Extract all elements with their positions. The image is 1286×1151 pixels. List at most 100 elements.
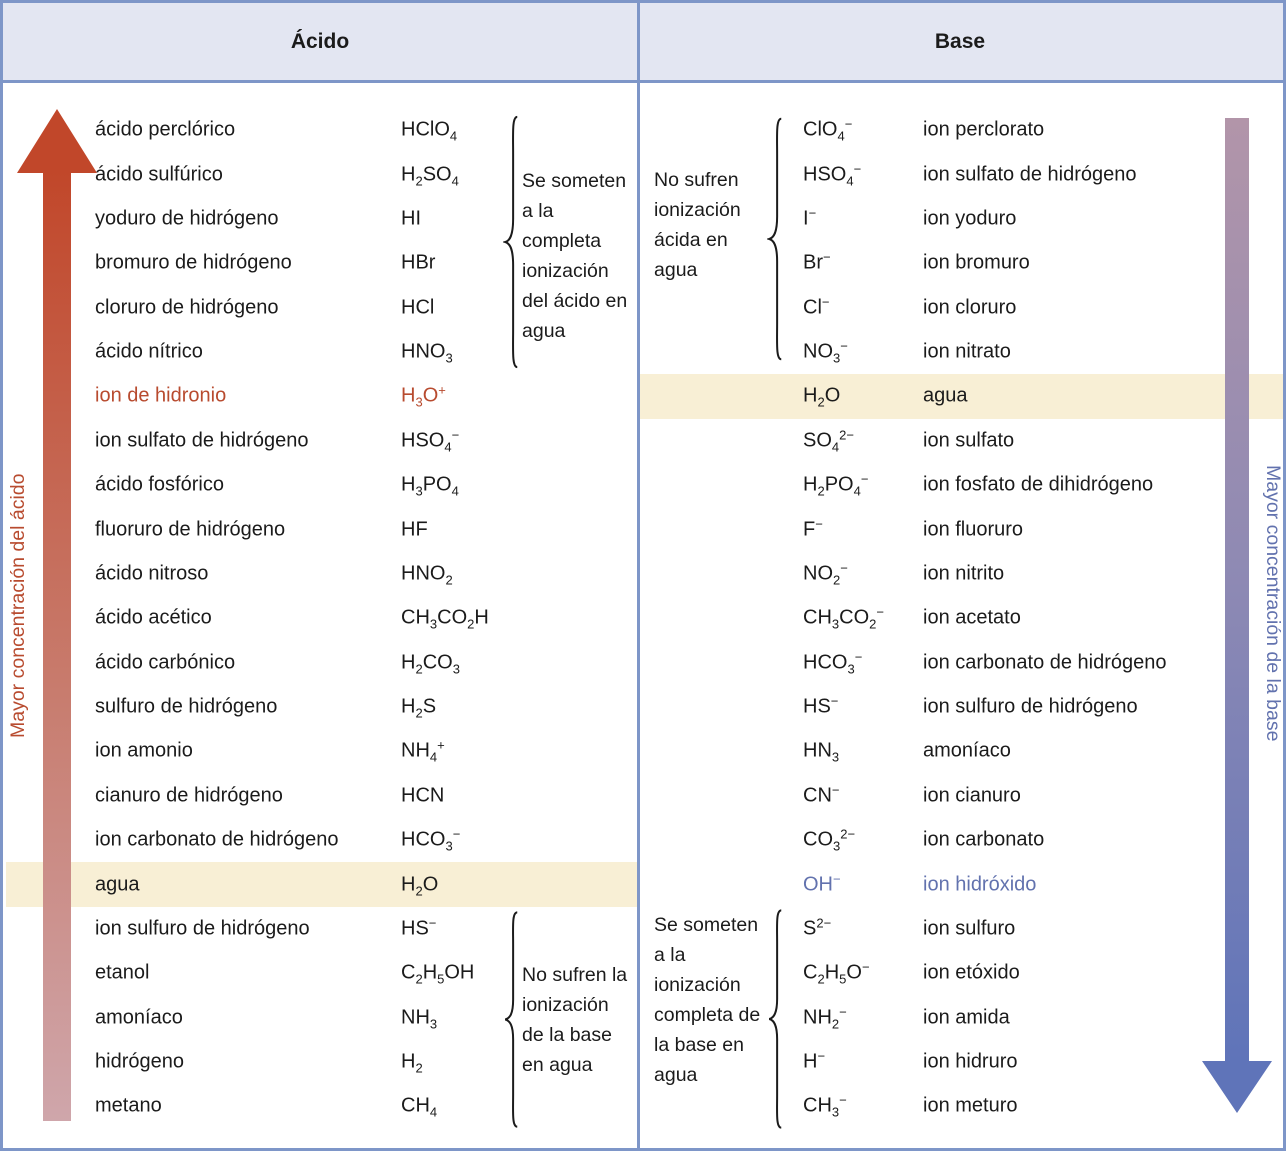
substance-formula: HClO4 bbox=[401, 118, 458, 144]
substance-name: ion amonio bbox=[95, 739, 193, 762]
substance-formula: H2S bbox=[401, 695, 437, 721]
substance-name: ion nitrito bbox=[923, 562, 1005, 585]
substance-name: ion sulfuro de hidrógeno bbox=[923, 695, 1138, 718]
substance-name: fluoruro de hidrógeno bbox=[95, 518, 286, 541]
substance-formula: HNO2 bbox=[401, 562, 453, 588]
substance-formula: ClO4− bbox=[803, 116, 853, 144]
acid-row: sulfuro de hidrógeno H2S bbox=[6, 685, 637, 729]
base-arrow-label: Mayor concentración de la base bbox=[1262, 464, 1284, 742]
base-strength-arrow-down-icon bbox=[1202, 1061, 1272, 1113]
substance-formula: H2PO4− bbox=[803, 471, 869, 499]
substance-name: ácido nítrico bbox=[95, 340, 203, 363]
substance-name: ion cloruro bbox=[923, 296, 1017, 319]
substance-formula: HCN bbox=[401, 784, 445, 807]
substance-formula: NO2− bbox=[803, 560, 848, 588]
base-strength-arrow-shaft bbox=[1225, 118, 1249, 1061]
substance-name: cloruro de hidrógeno bbox=[95, 296, 279, 319]
base-rows: ClO4− ion perclorato HSO4− ion sulfato de h… bbox=[640, 86, 1283, 1129]
table-header: Ácido Base bbox=[3, 3, 1283, 83]
substance-formula: H− bbox=[803, 1048, 826, 1073]
substance-formula: NO3− bbox=[803, 338, 848, 366]
substance-name: metano bbox=[95, 1094, 162, 1117]
substance-formula: CH3CO2H bbox=[401, 606, 489, 632]
substance-formula: HS− bbox=[803, 693, 839, 718]
substance-name: ion meturo bbox=[923, 1094, 1018, 1117]
acid-row: yoduro de hidrógeno HI bbox=[6, 197, 637, 241]
base-row: ClO4− ion perclorato bbox=[640, 108, 1283, 152]
acid-row: ion sulfuro de hidrógeno HS− bbox=[6, 907, 637, 951]
base-row: HCO3− ion carbonato de hidrógeno bbox=[640, 641, 1283, 685]
substance-name: ion sulfato bbox=[923, 429, 1015, 452]
acid-rows: ácido perclórico HClO4 ácido sulfúrico H2SO… bbox=[6, 86, 637, 1129]
substance-formula: CH3− bbox=[803, 1092, 847, 1120]
substance-name: ion perclorato bbox=[923, 118, 1045, 141]
acid-row: ion de hidronio H3O+ bbox=[6, 374, 637, 418]
substance-name: ion carbonato bbox=[923, 828, 1045, 851]
substance-name: sulfuro de hidrógeno bbox=[95, 695, 278, 718]
substance-formula: H3O+ bbox=[401, 382, 446, 410]
base-row: HS− ion sulfuro de hidrógeno bbox=[640, 685, 1283, 729]
substance-formula: Cl− bbox=[803, 294, 830, 319]
substance-formula: HSO4− bbox=[803, 161, 862, 189]
substance-formula: HSO4− bbox=[401, 427, 460, 455]
substance-formula: CO32− bbox=[803, 826, 856, 854]
substance-name: agua bbox=[95, 873, 140, 896]
base-row: H2PO4− ion fosfato de dihidrógeno bbox=[640, 463, 1283, 507]
base-row: SO42− ion sulfato bbox=[640, 419, 1283, 463]
base-row: S2− ion sulfuro bbox=[640, 907, 1283, 951]
base-top-group-label: No sufren ionización ácida en agua bbox=[654, 169, 741, 281]
substance-formula: S2− bbox=[803, 915, 832, 940]
substance-name: ion hidruro bbox=[923, 1050, 1018, 1073]
base-row: OH− ion hidróxido bbox=[640, 862, 1283, 906]
base-row: NO3− ion nitrato bbox=[640, 330, 1283, 374]
brace-icon bbox=[767, 907, 782, 1131]
substance-name: ion carbonato de hidrógeno bbox=[923, 651, 1167, 674]
acid-row: ácido sulfúrico H2SO4 bbox=[6, 152, 637, 196]
acid-row: cloruro de hidrógeno HCl bbox=[6, 286, 637, 330]
substance-formula: H2O bbox=[803, 384, 841, 410]
acid-strength-arrow-up-icon bbox=[17, 109, 97, 173]
substance-formula: C2H5OH bbox=[401, 961, 475, 987]
substance-name: ion sulfato de hidrógeno bbox=[95, 429, 309, 452]
substance-name: etanol bbox=[95, 961, 150, 984]
base-row: CH3CO2− ion acetato bbox=[640, 596, 1283, 640]
substance-formula: HCO3− bbox=[803, 649, 863, 677]
substance-name: agua bbox=[923, 384, 968, 407]
substance-formula: C2H5O− bbox=[803, 959, 870, 987]
substance-formula: CH4 bbox=[401, 1094, 438, 1120]
substance-name: ácido sulfúrico bbox=[95, 163, 223, 186]
substance-name: ion carbonato de hidrógeno bbox=[95, 828, 339, 851]
acid-row: ácido nitroso HNO2 bbox=[6, 552, 637, 596]
substance-formula: HCl bbox=[401, 296, 435, 319]
substance-name: ion yoduro bbox=[923, 207, 1017, 230]
base-row: H2O agua bbox=[640, 374, 1283, 419]
base-row: NO2− ion nitrito bbox=[640, 552, 1283, 596]
brace-icon bbox=[503, 909, 518, 1130]
substance-name: ácido fosfórico bbox=[95, 473, 224, 496]
acid-row: fluoruro de hidrógeno HF bbox=[6, 507, 637, 551]
substance-name: ácido acético bbox=[95, 606, 212, 629]
substance-formula: HS− bbox=[401, 915, 437, 940]
substance-name: ion hidróxido bbox=[923, 873, 1037, 896]
substance-formula: H2CO3 bbox=[401, 651, 460, 677]
substance-formula: OH− bbox=[803, 871, 841, 896]
substance-name: ion de hidronio bbox=[95, 384, 227, 407]
base-row: F− ion fluoruro bbox=[640, 507, 1283, 551]
acid-row: ácido carbónico H2CO3 bbox=[6, 641, 637, 685]
acid-row: ácido acético CH3CO2H bbox=[6, 596, 637, 640]
substance-formula: HCO3− bbox=[401, 826, 461, 854]
column-divider bbox=[637, 3, 640, 1148]
acid-arrow-label: Mayor concentración del ácido bbox=[7, 473, 29, 738]
base-row: CN− ion cianuro bbox=[640, 774, 1283, 818]
acid-row: bromuro de hidrógeno HBr bbox=[6, 241, 637, 285]
substance-name: ácido carbónico bbox=[95, 651, 236, 674]
substance-formula: I− bbox=[803, 205, 817, 230]
substance-formula: SO42− bbox=[803, 427, 854, 455]
substance-name: amoníaco bbox=[95, 1006, 183, 1029]
substance-name: ion sulfuro de hidrógeno bbox=[95, 917, 310, 940]
substance-formula: H2SO4 bbox=[401, 163, 459, 189]
substance-formula: H3PO4 bbox=[401, 473, 459, 499]
substance-name: ion acetato bbox=[923, 606, 1021, 629]
substance-name: cianuro de hidrógeno bbox=[95, 784, 283, 807]
